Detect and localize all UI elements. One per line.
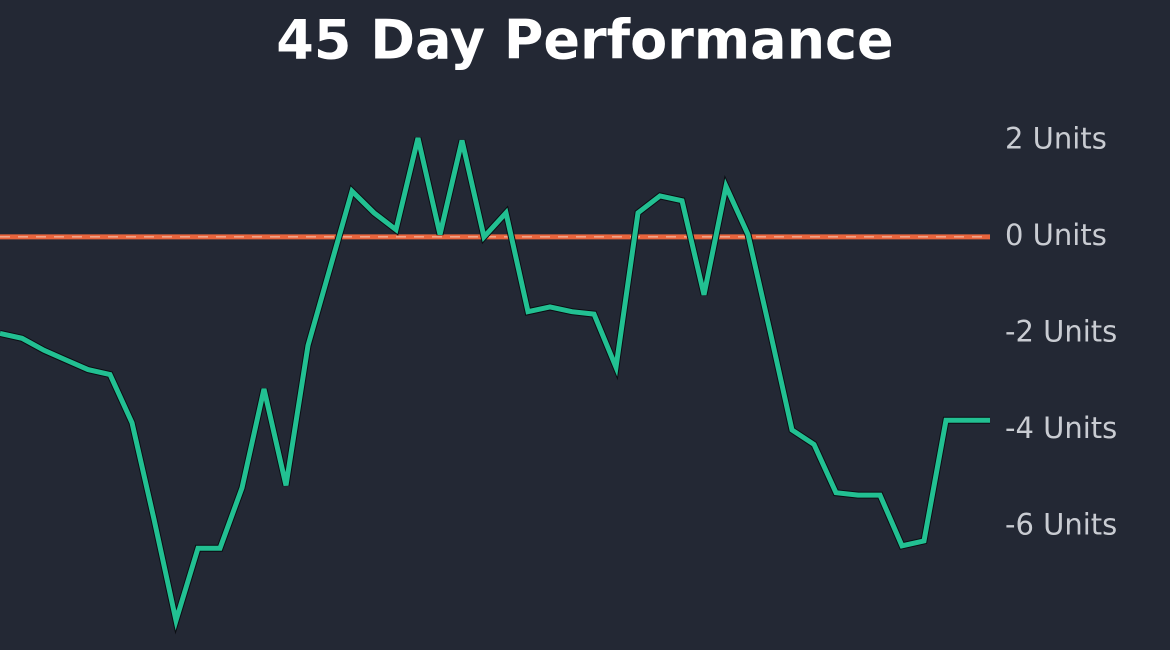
y-tick-label: -4 Units bbox=[1005, 411, 1117, 445]
y-tick-label: 2 Units bbox=[1005, 121, 1107, 155]
chart-title: 45 Day Performance bbox=[276, 9, 893, 72]
y-tick-label: -2 Units bbox=[1005, 314, 1117, 348]
line bbox=[0, 137, 990, 631]
y-tick-label: -6 Units bbox=[1005, 507, 1117, 541]
y-tick-label: 0 Units bbox=[1005, 218, 1107, 252]
